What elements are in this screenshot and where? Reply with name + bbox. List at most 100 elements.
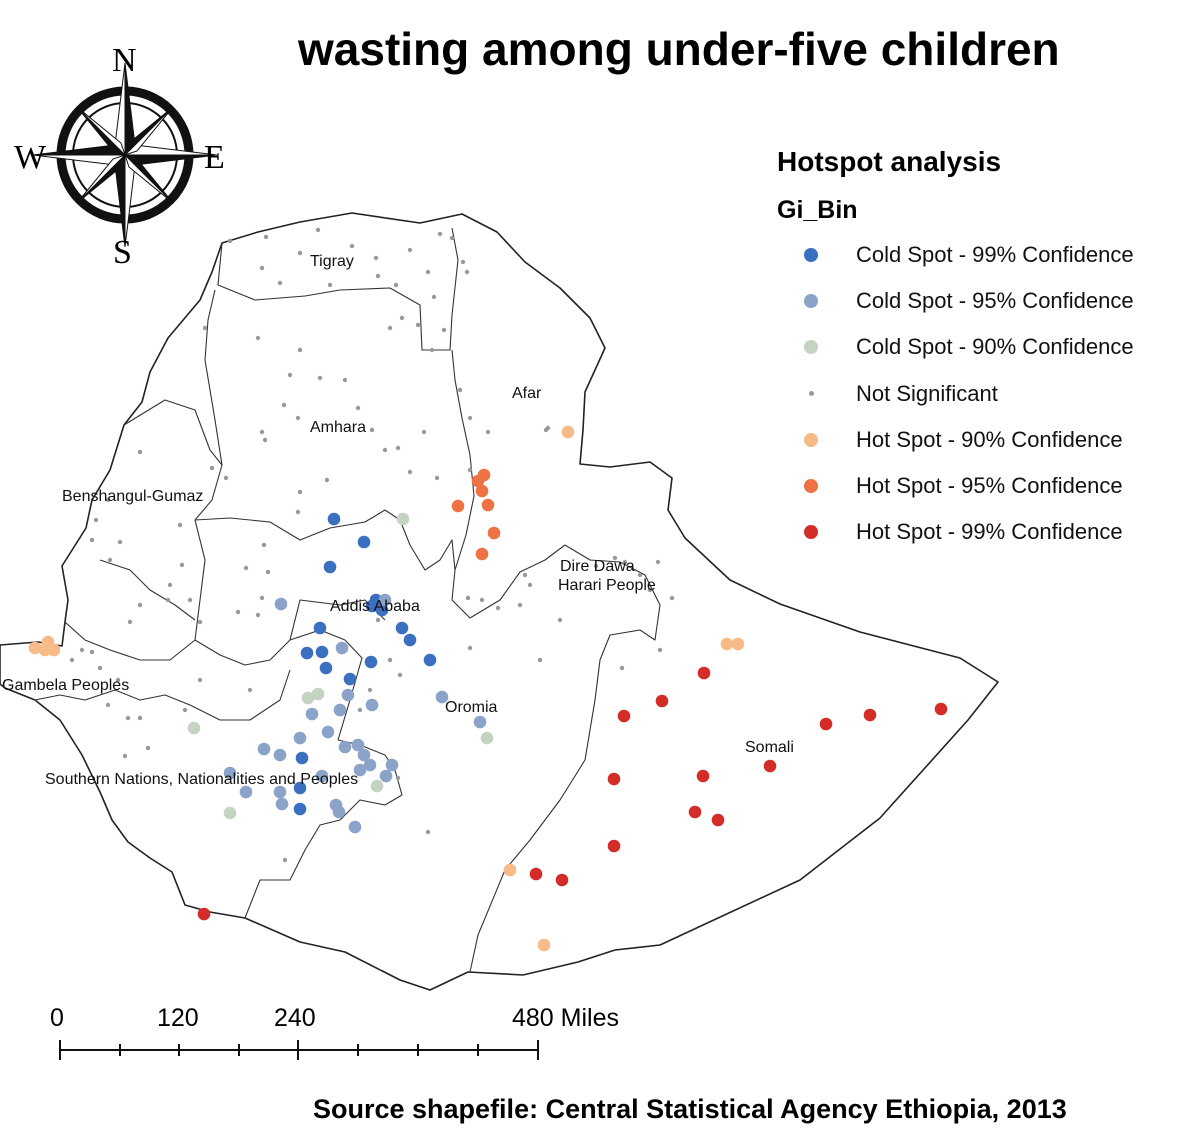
map-point-not-significant	[655, 559, 661, 565]
map-point-not-significant	[467, 415, 473, 421]
map-point-not-significant	[255, 335, 261, 341]
map-point-not-significant	[375, 273, 381, 279]
map-point-cold-95	[385, 758, 399, 772]
map-point-not-significant	[105, 702, 111, 708]
legend-item-hot-95: Hot Spot - 95% Confidence	[800, 463, 1190, 509]
map-point-not-significant	[89, 649, 95, 655]
map-point-not-significant	[227, 238, 233, 244]
map-point-not-significant	[449, 235, 455, 241]
map-point-not-significant	[122, 753, 128, 759]
map-point-cold-95	[273, 785, 287, 799]
map-point-hot-95	[487, 526, 501, 540]
map-point-not-significant	[349, 243, 355, 249]
map-point-not-significant	[223, 475, 229, 481]
legend-label-hot-99: Hot Spot - 99% Confidence	[856, 519, 1123, 545]
map-point-not-significant	[165, 597, 171, 603]
map-point-not-significant	[117, 539, 123, 545]
legend: Cold Spot - 99% Confidence Cold Spot - 9…	[800, 232, 1190, 555]
map-point-cold-90	[187, 721, 201, 735]
map-point-not-significant	[485, 429, 491, 435]
region-boundaries	[34, 227, 661, 973]
map-point-not-significant	[593, 563, 599, 569]
map-point-not-significant	[287, 372, 293, 378]
map-point-not-significant	[197, 677, 203, 683]
scale-label-0: 0	[50, 1004, 64, 1032]
map-point-not-significant	[373, 255, 379, 261]
map-point-hot-99	[763, 759, 777, 773]
map-point-not-significant	[145, 745, 151, 751]
region-labels: Tigray Afar Amhara Benshangul-Gumaz Dire…	[2, 253, 794, 788]
map-point-not-significant	[437, 231, 443, 237]
map-point-cold-95	[275, 797, 289, 811]
legend-label-hot-90: Hot Spot - 90% Confidence	[856, 426, 1123, 452]
region-label-gambela: Gambela Peoples	[2, 677, 129, 694]
map-point-cold-95	[473, 715, 487, 729]
map-point-cold-99	[403, 633, 417, 647]
map-point-not-significant	[259, 265, 265, 271]
map-point-not-significant	[387, 325, 393, 331]
map-point-cold-99	[327, 512, 341, 526]
map-point-not-significant	[324, 477, 330, 483]
map-point-cold-95	[348, 820, 362, 834]
map-point-hot-90	[28, 641, 42, 655]
map-point-cold-99	[295, 751, 309, 765]
legend-item-cold-90: Cold Spot - 90% Confidence	[800, 324, 1190, 370]
legend-label-cold-90: Cold Spot - 90% Confidence	[856, 334, 1134, 360]
map-point-not-significant	[397, 672, 403, 678]
legend-swatch-hot-95	[804, 479, 818, 494]
region-label-afar: Afar	[512, 385, 542, 402]
map-point-not-significant	[441, 327, 447, 333]
map-point-not-significant	[179, 562, 185, 568]
map-point-not-significant	[421, 429, 427, 435]
map-point-not-significant	[115, 677, 121, 683]
map-point-cold-95	[321, 725, 335, 739]
scale-label-120: 120	[157, 1004, 199, 1032]
compass-east-label: E	[204, 139, 225, 176]
map-point-cold-95	[273, 748, 287, 762]
scale-label-480: 480 Miles	[512, 1004, 619, 1032]
map-point-not-significant	[297, 489, 303, 495]
map-point-not-significant	[457, 387, 463, 393]
map-point-not-significant	[277, 280, 283, 286]
points-not-significant	[69, 227, 675, 863]
map-point-not-significant	[517, 602, 523, 608]
map-point-not-significant	[79, 647, 85, 653]
legend-item-not-significant: Not Significant	[800, 371, 1190, 417]
map-point-not-significant	[202, 325, 208, 331]
map-point-hot-99	[607, 772, 621, 786]
map-point-cold-99	[375, 603, 389, 617]
map-point-hot-99	[655, 694, 669, 708]
map-point-cold-99	[319, 661, 333, 675]
legend-title: Hotspot analysis	[777, 146, 1002, 177]
map-point-not-significant	[637, 572, 643, 578]
map-point-not-significant	[235, 609, 241, 615]
map-point-not-significant	[137, 715, 143, 721]
map-point-cold-90	[396, 512, 410, 526]
region-label-somali: Somali	[745, 739, 794, 756]
map-point-not-significant	[367, 687, 373, 693]
map-point-cold-95	[357, 748, 371, 762]
compass-rose-icon	[32, 62, 218, 248]
map-point-not-significant	[105, 497, 111, 503]
map-point-not-significant	[355, 405, 361, 411]
legend-swatch-cold-95	[804, 294, 818, 309]
map-point-not-significant	[93, 517, 99, 523]
map-point-hot-99	[197, 907, 211, 921]
map-point-not-significant	[647, 587, 653, 593]
map-point-cold-95	[365, 698, 379, 712]
map-point-cold-99	[323, 560, 337, 574]
legend-label-not-significant: Not Significant	[856, 380, 998, 406]
map-point-hot-99	[555, 873, 569, 887]
map-point-not-significant	[527, 582, 533, 588]
map-point-not-significant	[137, 602, 143, 608]
map-point-not-significant	[387, 657, 393, 663]
map-point-not-significant	[127, 619, 133, 625]
map-point-not-significant	[467, 467, 473, 473]
map-point-hot-99	[617, 709, 631, 723]
region-label-amhara: Amhara	[310, 419, 366, 436]
map-point-cold-99	[395, 621, 409, 635]
map-point-cold-90	[301, 691, 315, 705]
map-point-hot-95	[451, 499, 465, 513]
map-point-cold-95	[333, 703, 347, 717]
map-point-cold-99	[343, 672, 357, 686]
